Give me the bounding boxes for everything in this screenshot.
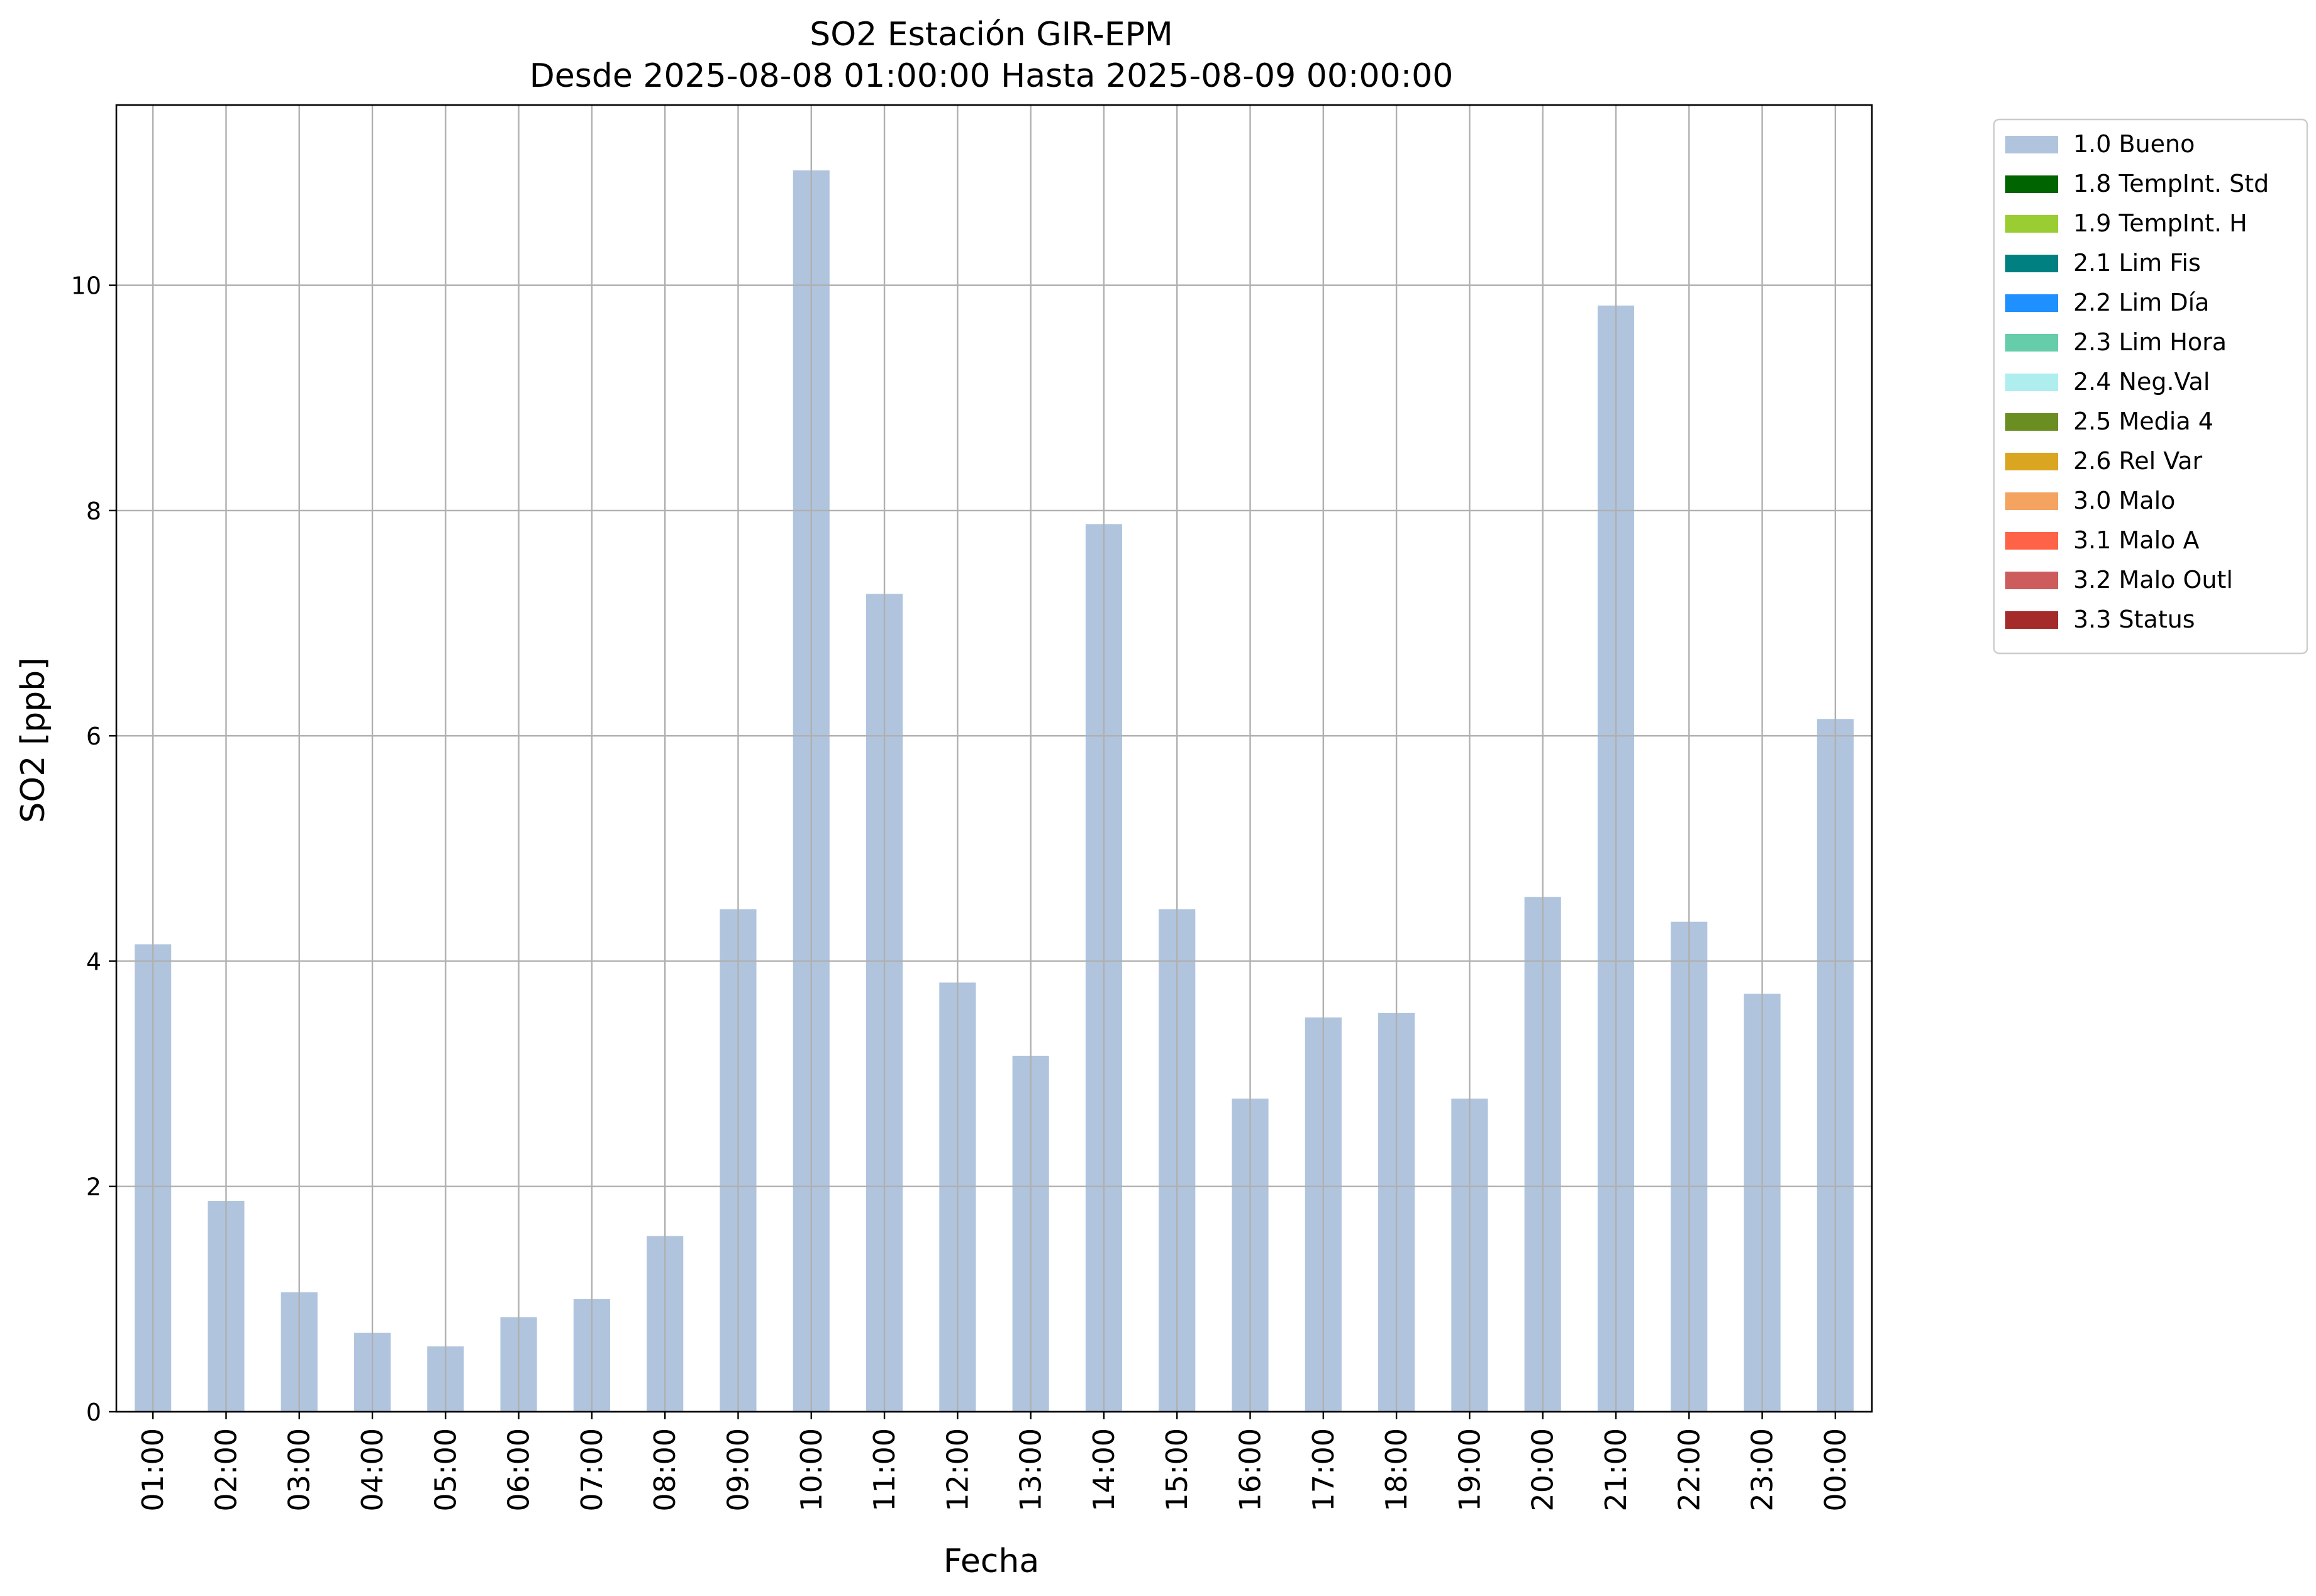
legend-swatch (2005, 572, 2058, 589)
x-tick-label: 22:00 (1672, 1428, 1706, 1512)
legend-label: 1.0 Bueno (2073, 130, 2195, 158)
legend-swatch (2005, 374, 2058, 391)
x-tick-label: 17:00 (1306, 1428, 1340, 1512)
chart-title: SO2 Estación GIR-EPM (810, 16, 1173, 53)
x-tick-label: 10:00 (794, 1428, 828, 1512)
legend-swatch (2005, 413, 2058, 431)
legend-swatch (2005, 611, 2058, 629)
legend-label: 3.3 Status (2073, 606, 2195, 633)
y-tick-label: 8 (86, 497, 101, 525)
legend-swatch (2005, 453, 2058, 470)
legend-swatch (2005, 175, 2058, 193)
legend-label: 3.1 Malo A (2073, 526, 2199, 554)
x-tick-label: 00:00 (1818, 1428, 1852, 1512)
legend-swatch (2005, 334, 2058, 352)
x-tick-label: 21:00 (1599, 1428, 1633, 1512)
x-axis-label: Fecha (944, 1543, 1039, 1580)
x-tick-label: 20:00 (1526, 1428, 1560, 1512)
y-tick-label: 2 (86, 1173, 101, 1201)
x-tick-label: 03:00 (282, 1428, 316, 1512)
x-tick-label: 13:00 (1014, 1428, 1048, 1512)
x-tick-label: 09:00 (721, 1428, 755, 1512)
x-tick-label: 18:00 (1379, 1428, 1413, 1512)
axes: 0 2 4 6 8 10 01:00 02:00 03:00 04:00 05:00 06:00 07:… (71, 104, 1873, 1512)
y-tick-label: 6 (86, 723, 101, 750)
x-tick-label: 16:00 (1233, 1428, 1267, 1512)
legend-label: 3.0 Malo (2073, 487, 2175, 514)
y-tick-label: 0 (86, 1399, 101, 1426)
bars (135, 170, 1854, 1412)
legend-label: 2.5 Media 4 (2073, 407, 2213, 435)
grid-lines (116, 105, 1872, 1413)
x-tick-label: 07:00 (575, 1428, 609, 1512)
x-tick-label: 23:00 (1745, 1428, 1779, 1512)
legend-label: 2.3 Lim Hora (2073, 328, 2227, 356)
legend-label: 2.6 Rel Var (2073, 447, 2203, 475)
y-tick-label: 10 (71, 272, 101, 300)
legend-swatch (2005, 215, 2058, 233)
legend-swatch (2005, 255, 2058, 272)
legend-label: 1.8 TempInt. Std (2073, 170, 2269, 197)
chart-subtitle: Desde 2025-08-08 01:00:00 Hasta 2025-08-… (530, 57, 1454, 95)
legend: 1.0 Bueno 1.8 TempInt. Std 1.9 TempInt. H 2… (1993, 118, 2308, 655)
legend-label: 1.9 TempInt. H (2073, 209, 2247, 237)
x-tick-label: 05:00 (428, 1428, 462, 1512)
legend-label: 2.2 Lim Día (2073, 289, 2209, 316)
legend-swatch (2005, 136, 2058, 153)
legend-swatch (2005, 492, 2058, 510)
legend-swatch (2005, 294, 2058, 312)
y-axis-label: SO2 [ppb] (14, 657, 52, 823)
x-tick-label: 08:00 (648, 1428, 682, 1512)
x-tick-label: 11:00 (867, 1428, 901, 1512)
x-tick-label: 02:00 (209, 1428, 243, 1512)
plot-frame (115, 104, 1873, 1413)
legend-box (1993, 118, 2308, 655)
x-tick-label: 12:00 (940, 1428, 974, 1512)
legend-swatch (2005, 532, 2058, 550)
x-tick-label: 04:00 (355, 1428, 389, 1512)
x-tick-label: 14:00 (1087, 1428, 1121, 1512)
y-tick-label: 4 (86, 948, 101, 975)
x-tick-label: 19:00 (1452, 1428, 1486, 1512)
x-tick-label: 15:00 (1160, 1428, 1194, 1512)
x-tick-label: 06:00 (502, 1428, 536, 1512)
legend-label: 3.2 Malo Outl (2073, 566, 2233, 594)
x-tick-label: 01:00 (136, 1428, 170, 1512)
legend-label: 2.4 Neg.Val (2073, 368, 2210, 396)
legend-label: 2.1 Lim Fis (2073, 249, 2201, 277)
